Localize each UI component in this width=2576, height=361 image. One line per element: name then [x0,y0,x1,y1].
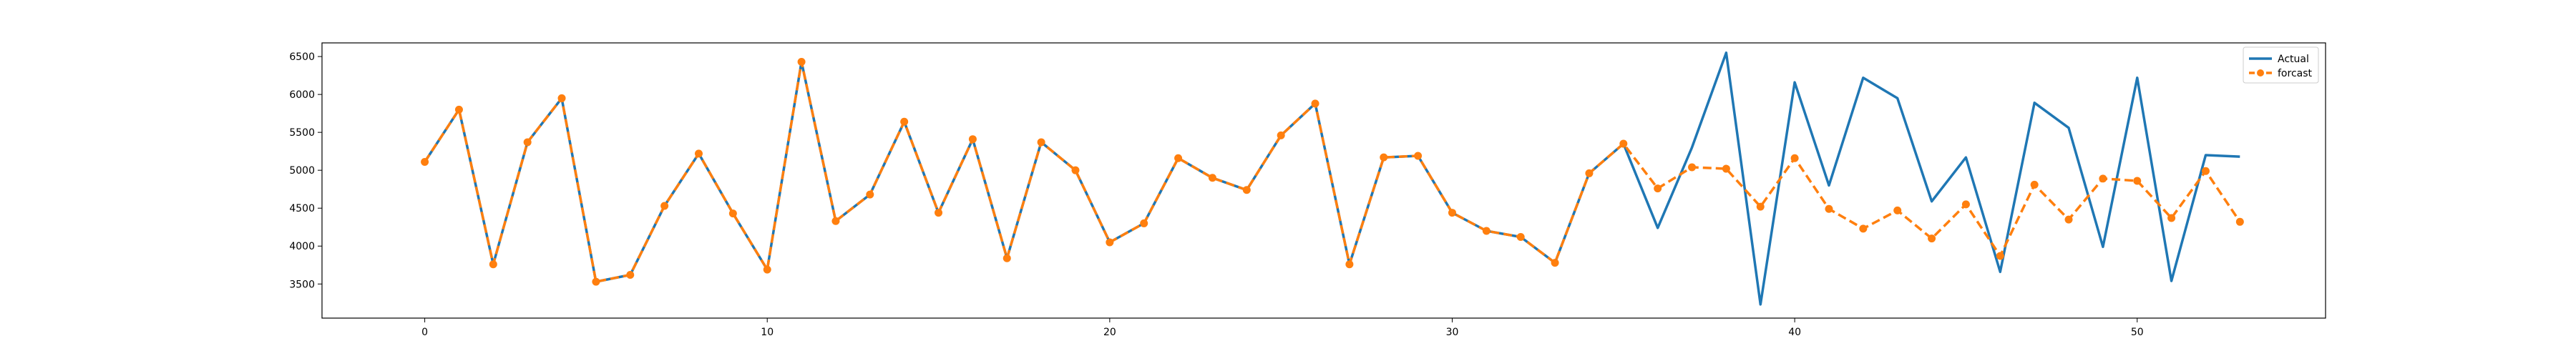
data-point-forcast [1345,260,1354,269]
data-point-forcast [2167,214,2176,222]
data-point-forcast [1688,163,1697,172]
data-point-forcast [592,277,600,286]
data-point-forcast [1722,164,1730,173]
data-point-forcast [1756,202,1765,211]
x-tick-label: 40 [1788,327,1801,338]
data-point-forcast [2201,167,2210,175]
data-point-forcast [1037,138,1045,147]
data-point-forcast [1448,209,1456,217]
data-point-forcast [1619,139,1628,148]
data-point-forcast [968,135,977,144]
data-point-forcast [421,158,429,167]
data-point-forcast [2133,177,2142,185]
plot-area: 0 10 20 30 40 50 3500 4000 4500 5000 5500 6000 6500 [289,51,2244,338]
data-point-forcast [523,138,532,147]
x-tick-label: 30 [1446,327,1459,338]
data-point-forcast [1996,252,2004,260]
data-point-forcast [1893,206,1902,214]
data-point-forcast [935,209,943,217]
legend-label-forcast: forcast [2278,68,2313,79]
y-tick-label: 6500 [289,51,315,63]
data-point-forcast [1208,174,1216,182]
x-tick-label: 0 [421,327,428,338]
data-point-forcast [660,202,669,210]
data-point-forcast [1140,219,1148,227]
data-point-forcast [1174,154,1183,162]
data-point-forcast [1790,154,1799,162]
y-tick-label: 4500 [289,203,315,214]
data-point-forcast [900,117,909,126]
series-line-actual [424,51,2240,306]
series-line-forcast [424,60,2241,283]
data-point-forcast [1961,200,1970,209]
data-point-forcast [1928,234,1936,243]
data-point-forcast [1277,131,1285,139]
y-tick-label: 5000 [289,165,315,177]
legend-label-actual: Actual [2278,54,2309,65]
data-point-forcast [1106,238,1114,247]
data-point-forcast [2064,215,2073,224]
data-point-forcast [1654,184,1662,193]
data-point-forcast [1551,259,1559,267]
data-point-forcast [2030,180,2039,189]
data-point-forcast [1414,152,1423,160]
data-point-forcast [1071,166,1080,174]
data-point-forcast [797,58,806,66]
x-tick-label: 10 [761,327,774,338]
data-point-forcast [1482,227,1491,235]
data-point-forcast [1825,204,1833,213]
data-point-forcast [1516,233,1525,242]
data-point-forcast [557,94,566,102]
y-tick-label: 3500 [289,279,315,290]
data-point-forcast [694,149,703,158]
data-point-forcast [1859,224,1868,233]
data-point-forcast [728,209,737,218]
x-tick-label: 20 [1103,327,1116,338]
legend-marker-forcast [2257,69,2264,76]
legend: Actual forcast [2243,46,2319,84]
data-point-forcast [454,105,463,114]
y-tick-label: 6000 [289,89,315,101]
y-tick-label: 5500 [289,127,315,139]
data-point-forcast [2099,174,2107,183]
data-point-forcast [763,265,771,274]
data-point-forcast [1585,169,1594,177]
x-tick-label: 50 [2131,327,2144,338]
data-point-forcast [626,271,635,280]
data-point-forcast [831,217,840,225]
data-point-forcast [1380,153,1388,162]
data-point-forcast [489,260,497,269]
data-point-forcast [866,190,874,199]
data-point-forcast [2235,217,2244,226]
data-point-forcast [1311,99,1319,108]
data-point-forcast [1242,186,1251,194]
y-tick-label: 4000 [289,241,315,252]
data-point-forcast [1002,254,1011,262]
axes-frame [321,42,2326,319]
